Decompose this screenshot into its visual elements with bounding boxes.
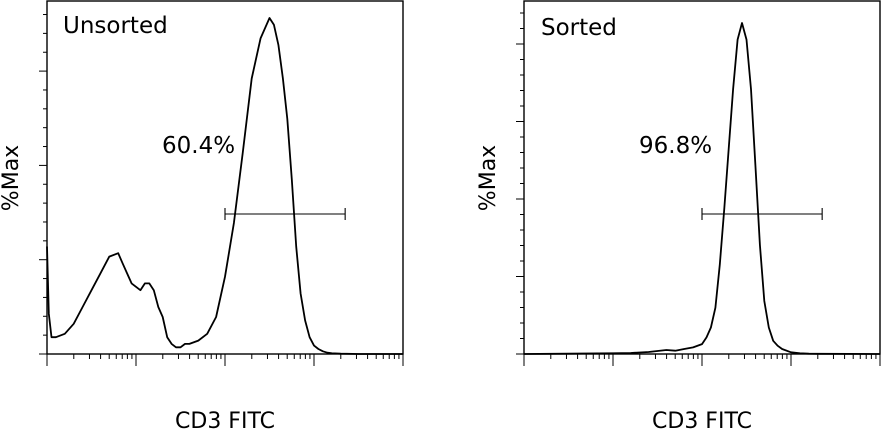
x-axis-label: CD3 FITC <box>652 409 752 429</box>
histogram-panel-2: Sorted 96.8% %Max CD3 FITC <box>476 0 881 429</box>
panel-label: Sorted <box>541 15 617 41</box>
plot-frame <box>523 0 881 355</box>
gate-percentage: 96.8% <box>639 133 712 159</box>
plot-frame <box>46 0 404 355</box>
x-axis-label: CD3 FITC <box>175 409 275 429</box>
y-axis-label: %Max <box>476 145 501 211</box>
histogram-curve <box>523 22 881 355</box>
panel-label: Unsorted <box>63 13 168 39</box>
histogram-curve <box>46 17 403 355</box>
histogram-panel-1: Unsorted 60.4% %Max CD3 FITC <box>0 0 404 429</box>
y-axis-label: %Max <box>0 145 24 211</box>
gate-percentage: 60.4% <box>162 133 235 159</box>
